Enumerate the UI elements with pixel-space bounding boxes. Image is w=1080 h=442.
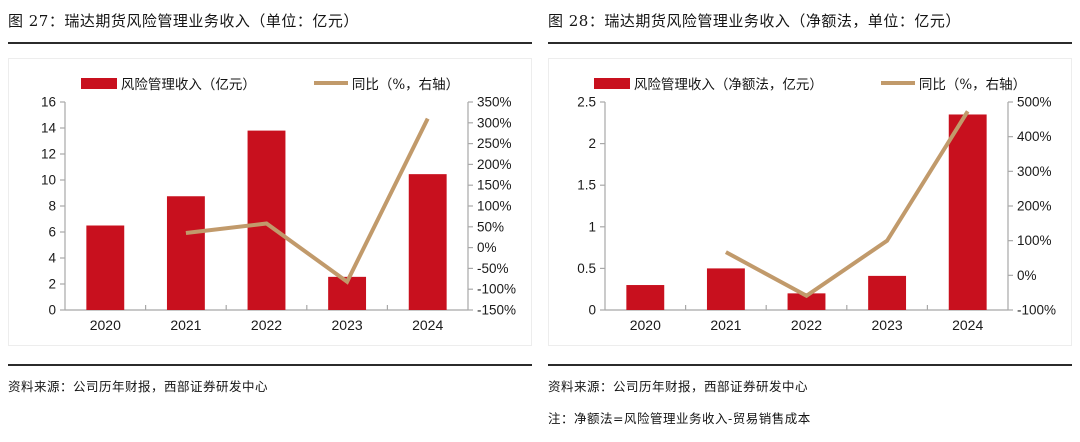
x-axis-label: 2023 — [332, 317, 363, 333]
legend-label: 同比（%，右轴） — [918, 77, 1027, 93]
left-axis-tick-label: 10 — [41, 173, 56, 188]
source-divider — [548, 364, 1072, 366]
left-axis-tick-label: 1 — [588, 219, 596, 234]
right-axis-tick-label: 0% — [1017, 268, 1037, 283]
axes — [600, 101, 1013, 311]
bars — [626, 114, 987, 310]
legend-label: 同比（%，右轴） — [351, 77, 460, 93]
right-axis-tick-label: 350% — [477, 95, 512, 110]
x-axis-label: 2023 — [872, 317, 903, 333]
left-axis-tick-label: 16 — [41, 95, 56, 110]
yoy-line — [185, 117, 430, 285]
bar-2022 — [247, 130, 286, 310]
chart-area: 风险管理收入（净额法，亿元） 同比（%，右轴） 2.5 2 1.5 1 0.5 0 500%… — [548, 58, 1072, 346]
bar-2023 — [868, 275, 907, 310]
left-axis-tick-label: 0 — [48, 303, 56, 318]
right-axis-tick-label: 250% — [477, 136, 512, 151]
x-axis-label: 2024 — [412, 317, 443, 333]
right-axis-tick-label: 200% — [1017, 199, 1052, 214]
chart-legend: 风险管理收入（净额法，亿元） 同比（%，右轴） — [549, 59, 1071, 93]
yoy-line — [724, 110, 970, 299]
chart-legend: 风险管理收入（亿元） 同比（%，右轴） — [9, 59, 531, 93]
right-axis-tick-label: 500% — [1017, 95, 1052, 110]
right-axis-tick-label: 300% — [1017, 164, 1052, 179]
title-divider — [8, 42, 532, 44]
bar-line-chart: 16 14 12 10 8 6 4 2 0 350% 300% 250% 200% 150% 100% 50%… — [41, 95, 516, 334]
axis-labels: 2.5 2 1.5 1 0.5 0 500% 400% 300% 200% 100% 0% -100% 2… — [577, 95, 1056, 334]
right-axis-tick-label: 300% — [477, 115, 512, 130]
legend-item-revenue: 风险管理收入（净额法，亿元） — [593, 73, 823, 93]
left-axis-tick-label: 2 — [588, 136, 596, 151]
x-axis-label: 2020 — [90, 317, 121, 333]
bar-2022 — [787, 293, 826, 310]
x-axis-label: 2021 — [170, 317, 201, 333]
bar-2021 — [166, 196, 205, 310]
source-text: 资料来源：公司历年财报，西部证券研发中心 — [548, 379, 809, 394]
left-axis-tick-label: 2 — [48, 277, 56, 292]
bar-2024 — [948, 114, 987, 310]
left-axis-tick-label: 0.5 — [577, 261, 596, 276]
line-swatch-icon — [880, 81, 915, 85]
left-axis-tick-label: 14 — [41, 121, 57, 136]
right-axis-tick-label: 100% — [1017, 233, 1052, 248]
legend-item-yoy: 同比（%，右轴） — [313, 73, 460, 93]
title-divider — [548, 42, 1072, 44]
legend-item-yoy: 同比（%，右轴） — [880, 73, 1027, 93]
legend-item-revenue: 风险管理收入（亿元） — [80, 73, 256, 93]
x-axis-label: 2020 — [630, 317, 661, 333]
figure-28-panel: 图 28：瑞达期货风险管理业务收入（净额法，单位：亿元） 风险管理收入（净额法，… — [548, 8, 1072, 427]
legend-label: 风险管理收入（亿元） — [120, 77, 256, 93]
right-axis-tick-label: -50% — [477, 261, 509, 276]
x-axis-label: 2022 — [791, 317, 822, 333]
left-axis-tick-label: 2.5 — [577, 95, 596, 110]
source-text: 资料来源：公司历年财报，西部证券研发中心 — [8, 379, 269, 394]
x-axis-label: 2021 — [710, 317, 741, 333]
x-axis-label: 2022 — [251, 317, 282, 333]
line-swatch-icon — [313, 81, 348, 85]
bar-2024 — [408, 174, 447, 310]
bar-2020 — [626, 285, 665, 310]
right-axis-tick-label: -100% — [477, 282, 516, 297]
legend-label: 风险管理收入（净额法，亿元） — [633, 77, 823, 93]
right-axis-tick-label: 50% — [477, 219, 504, 234]
note-text: 注：净额法=风险管理业务收入-贸易销售成本 — [548, 411, 811, 426]
figure-title: 图 27：瑞达期货风险管理业务收入（单位：亿元） — [8, 12, 359, 30]
x-axis-label: 2024 — [952, 317, 983, 333]
source-divider — [8, 364, 532, 366]
right-axis-tick-label: 100% — [477, 199, 512, 214]
right-axis-tick-label: 150% — [477, 178, 512, 193]
left-axis-tick-label: 1.5 — [577, 178, 596, 193]
bar-line-chart: 2.5 2 1.5 1 0.5 0 500% 400% 300% 200% 100% 0% -100% 2… — [577, 95, 1056, 334]
left-axis-tick-label: 4 — [48, 251, 56, 266]
left-axis-tick-label: 12 — [41, 147, 56, 162]
axis-labels: 16 14 12 10 8 6 4 2 0 350% 300% 250% 200% 150% 100% 50%… — [41, 95, 516, 334]
bar-2021 — [706, 268, 745, 310]
bar-swatch-icon — [593, 77, 630, 89]
figure-27-panel: 图 27：瑞达期货风险管理业务收入（单位：亿元） 风险管理收入（亿元） 同比（%… — [8, 8, 532, 395]
left-axis-tick-label: 8 — [48, 199, 56, 214]
right-axis-tick-label: 400% — [1017, 129, 1052, 144]
right-axis-tick-label: 0% — [477, 240, 497, 255]
figure-title: 图 28：瑞达期货风险管理业务收入（净额法，单位：亿元） — [548, 12, 961, 30]
left-axis-tick-label: 0 — [588, 303, 596, 318]
right-axis-tick-label: -150% — [477, 303, 516, 318]
right-axis-tick-label: -100% — [1017, 303, 1056, 318]
right-axis-tick-label: 200% — [477, 157, 512, 172]
bar-swatch-icon — [80, 77, 117, 89]
bars — [86, 130, 447, 310]
left-axis-tick-label: 6 — [48, 225, 56, 240]
chart-area: 风险管理收入（亿元） 同比（%，右轴） 16 14 12 10 8 6 4 2 0 350% 300… — [8, 58, 532, 346]
bar-2020 — [86, 225, 125, 310]
